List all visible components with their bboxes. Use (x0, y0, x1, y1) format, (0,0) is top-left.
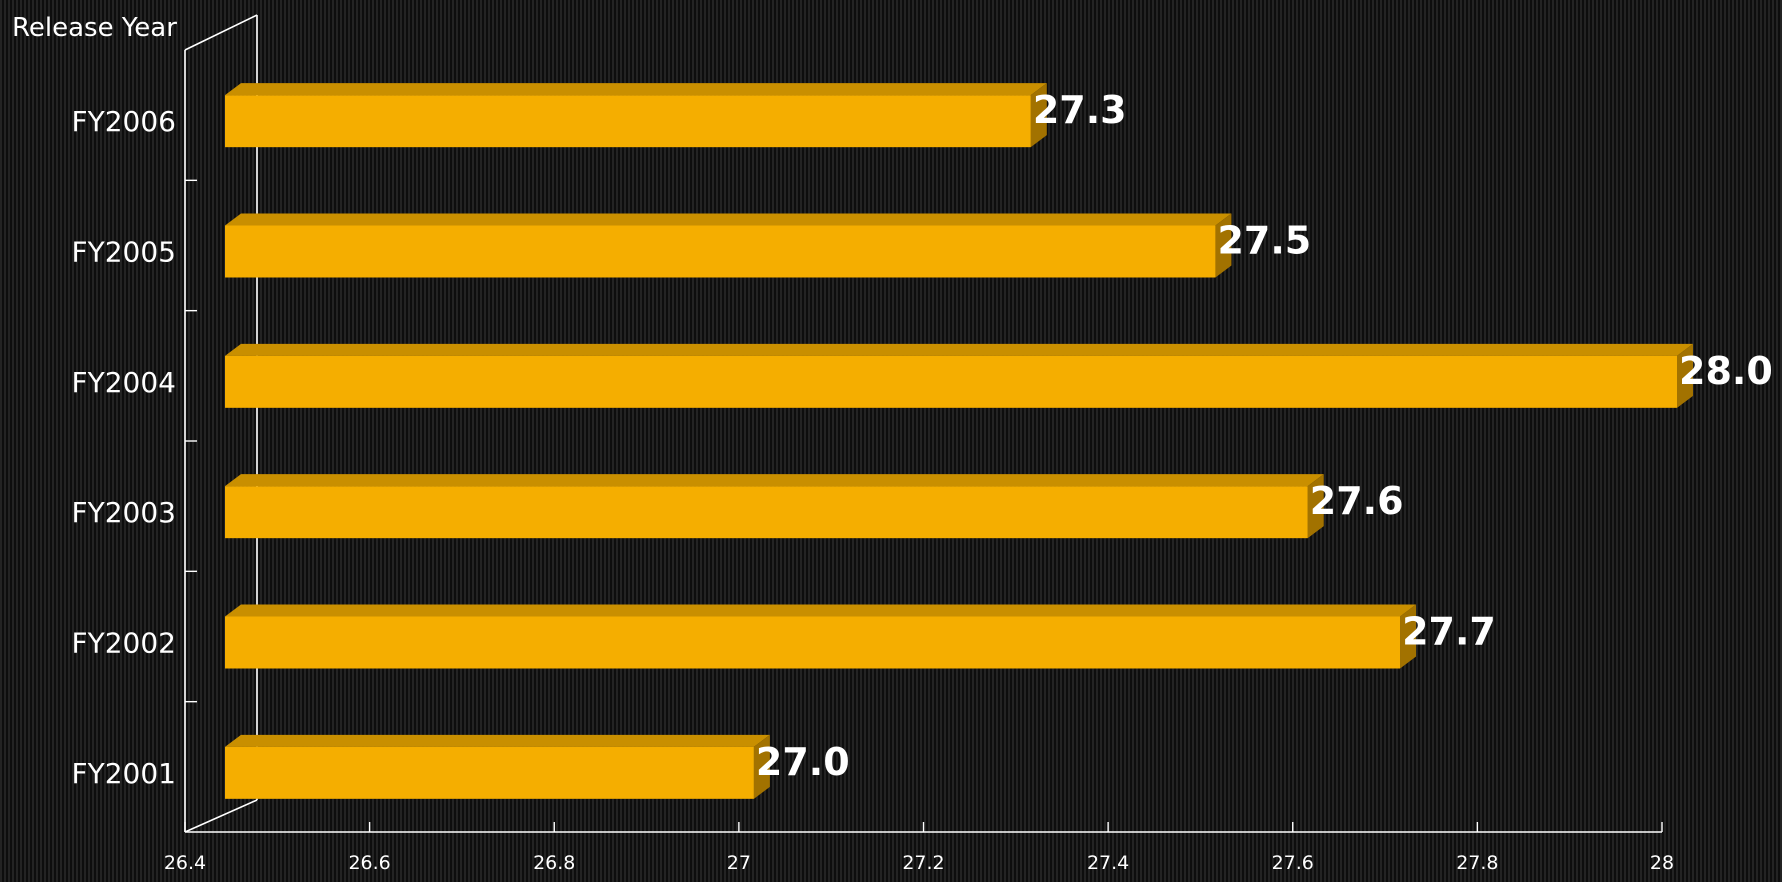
data-label: 27.3 (1033, 88, 1127, 132)
data-label: 28.0 (1679, 349, 1773, 393)
bar (225, 225, 1216, 278)
x-tick-label: 27.6 (1272, 852, 1314, 874)
bar-top-face (225, 83, 1047, 96)
bar-side-face (1307, 474, 1324, 539)
x-tick-label: 26.6 (348, 852, 390, 874)
bar-top-face (225, 474, 1324, 487)
bar-top-face (225, 734, 770, 747)
x-tick-label: 26.4 (164, 852, 206, 874)
category-label: FY2003 (72, 496, 176, 529)
bar-side-face (1400, 604, 1417, 669)
y-axis-title: Release Year (12, 13, 177, 43)
category-label: FY2006 (72, 105, 176, 138)
x-tick-label: 28 (1650, 852, 1674, 874)
bar (225, 616, 1401, 669)
x-tick-label: 27.2 (902, 852, 944, 874)
chart-labels: 26.4 26.6 26.8 27 27.2 27.4 27.6 27.8 28 FY2006 27… (72, 88, 1773, 874)
bar-top-face (225, 604, 1417, 617)
category-label: FY2001 (72, 757, 176, 790)
bar (225, 95, 1031, 148)
bar-side-face (1030, 83, 1047, 148)
category-label: FY2002 (72, 627, 176, 660)
data-label: 27.0 (756, 740, 850, 784)
x-tick-label: 27 (727, 852, 751, 874)
wall-bottom-edge (184, 799, 258, 833)
data-label: 27.5 (1217, 219, 1311, 263)
wall-top-edge (184, 14, 258, 51)
category-label: FY2004 (72, 366, 176, 399)
x-tick-label: 26.8 (533, 852, 575, 874)
bar-top-face (225, 213, 1232, 226)
bar-top-face (225, 343, 1693, 356)
bar-side-face (1677, 343, 1693, 408)
bar (225, 746, 754, 799)
data-label: 27.7 (1402, 610, 1496, 654)
x-tick-label: 27.8 (1456, 852, 1498, 874)
chart-bars (225, 83, 1693, 799)
bar-side-face (753, 734, 770, 799)
bar-side-face (1215, 213, 1232, 278)
x-tick-label: 27.4 (1087, 852, 1129, 874)
data-label: 27.6 (1310, 479, 1404, 523)
category-label: FY2005 (72, 236, 176, 269)
bar (225, 355, 1677, 408)
bar (225, 486, 1308, 539)
